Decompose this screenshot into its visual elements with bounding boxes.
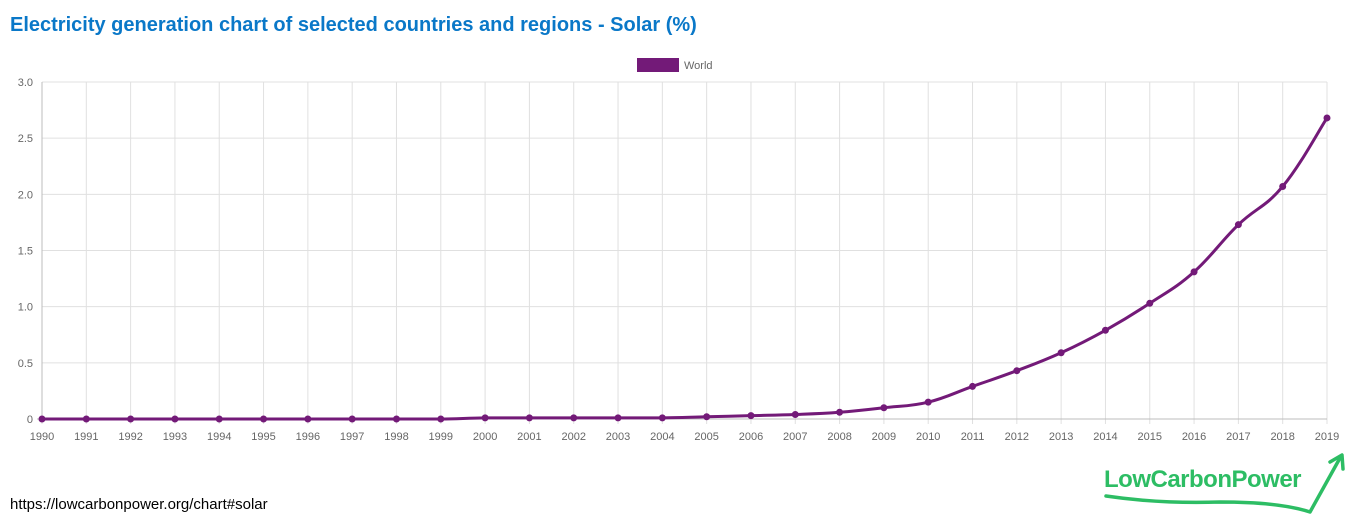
lowcarbonpower-logo[interactable]: LowCarbonPower	[1100, 452, 1354, 520]
data-point	[260, 415, 268, 423]
y-tick-labels: 0 0.5 1.0 1.5 2.0 2.5 3.0	[18, 77, 33, 426]
x-tick-label: 2000	[473, 431, 497, 443]
x-tick-label: 2013	[1049, 431, 1073, 443]
data-point	[1146, 299, 1154, 307]
data-point	[570, 414, 578, 422]
grid-lines	[41, 81, 1328, 424]
x-tick-label: 1992	[118, 431, 142, 443]
x-tick-label: 2015	[1138, 431, 1162, 443]
x-tick-label: 1997	[340, 431, 364, 443]
data-point	[1101, 326, 1109, 334]
data-point	[1323, 114, 1331, 122]
data-point	[1057, 349, 1065, 357]
x-tick-label: 1995	[251, 431, 275, 443]
x-tick-label: 2019	[1315, 431, 1339, 443]
x-tick-label: 1999	[429, 431, 453, 443]
data-point	[1234, 221, 1242, 229]
x-tick-label: 1991	[74, 431, 98, 443]
data-point	[82, 415, 90, 423]
source-url[interactable]: https://lowcarbonpower.org/chart#solar	[10, 496, 268, 513]
chart-title: Electricity generation chart of selected…	[10, 14, 697, 36]
x-tick-label: 1996	[296, 431, 320, 443]
x-tick-label: 1994	[207, 431, 231, 443]
data-point	[525, 414, 533, 422]
data-point	[703, 413, 711, 421]
y-tick-label: 3.0	[18, 77, 33, 89]
x-tick-label: 2003	[606, 431, 630, 443]
x-tick-label: 2012	[1005, 431, 1029, 443]
data-point	[348, 415, 356, 423]
data-point	[392, 415, 400, 423]
data-point	[880, 404, 888, 412]
y-tick-label: 2.5	[18, 133, 33, 145]
data-point	[836, 408, 844, 416]
x-tick-label: 1993	[163, 431, 187, 443]
logo-text: LowCarbonPower	[1104, 466, 1302, 493]
x-tick-labels: 1990 1991 1992 1993 1994 1995 1996 1997 1998 1999…	[30, 431, 1339, 443]
legend-label-world[interactable]: World	[684, 60, 713, 72]
trend-arrow-icon	[1104, 453, 1345, 514]
x-tick-label: 2006	[739, 431, 763, 443]
x-tick-label: 2014	[1093, 431, 1117, 443]
x-tick-label: 2007	[783, 431, 807, 443]
x-tick-label: 1998	[384, 431, 408, 443]
data-point	[437, 415, 445, 423]
x-tick-label: 2010	[916, 431, 940, 443]
series-world	[38, 114, 1331, 423]
x-tick-label: 2009	[872, 431, 896, 443]
data-point	[791, 411, 799, 419]
chart-plot: 0 0.5 1.0 1.5 2.0 2.5 3.0 1990 1991 1992 1993 1994…	[18, 58, 1339, 443]
x-tick-label: 2005	[694, 431, 718, 443]
x-tick-label: 2018	[1270, 431, 1294, 443]
data-point	[614, 414, 622, 422]
data-point	[924, 398, 932, 406]
data-point	[127, 415, 135, 423]
x-tick-label: 1990	[30, 431, 54, 443]
y-tick-label: 1.0	[18, 302, 33, 314]
y-tick-label: 0.5	[18, 358, 33, 370]
y-tick-label: 1.5	[18, 246, 33, 258]
data-point	[38, 415, 46, 423]
x-tick-label: 2004	[650, 431, 674, 443]
data-point	[658, 414, 666, 422]
data-point	[1013, 367, 1021, 375]
data-point	[171, 415, 179, 423]
data-point	[747, 412, 755, 420]
y-tick-label: 2.0	[18, 189, 33, 201]
x-tick-label: 2017	[1226, 431, 1250, 443]
x-tick-label: 2002	[561, 431, 585, 443]
x-tick-label: 2011	[961, 431, 985, 443]
data-point	[215, 415, 223, 423]
data-point	[304, 415, 312, 423]
data-point	[1190, 268, 1198, 276]
legend[interactable]: World	[637, 58, 713, 72]
x-tick-label: 2001	[517, 431, 541, 443]
legend-swatch-world[interactable]	[637, 58, 679, 72]
series-line-world	[42, 117, 1329, 421]
x-tick-label: 2008	[827, 431, 851, 443]
data-point	[1279, 182, 1287, 190]
data-point	[481, 414, 489, 422]
data-point	[969, 382, 977, 390]
y-tick-label: 0	[27, 414, 33, 426]
x-tick-label: 2016	[1182, 431, 1206, 443]
